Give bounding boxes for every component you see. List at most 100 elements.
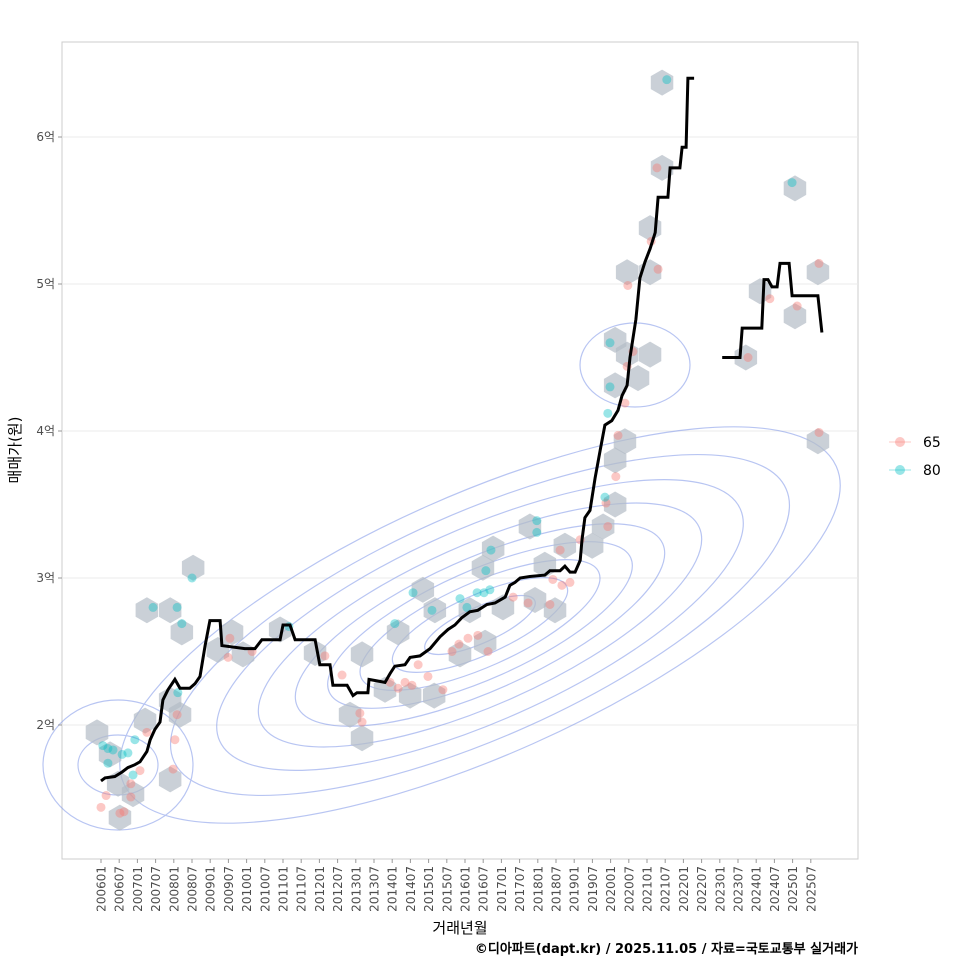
legend-key-65 [895, 437, 905, 447]
density-contour [294, 523, 666, 727]
point-80 [605, 338, 615, 348]
x-tick-label: 200707 [149, 866, 163, 912]
hexbin [268, 616, 292, 643]
legend-label-80: 80 [923, 463, 941, 479]
x-tick-label: 202207 [695, 866, 709, 912]
point-65 [565, 577, 575, 587]
x-tick-label: 200801 [167, 866, 181, 912]
point-65 [548, 574, 558, 584]
point-65 [611, 472, 621, 482]
y-axis-title: 매매가(원) [6, 417, 24, 484]
density-contour [42, 699, 194, 831]
hexbin [108, 804, 132, 831]
x-tick-label: 200907 [222, 866, 236, 912]
trend-line-layer [100, 76, 824, 783]
y-tick-label: 4억 [36, 424, 55, 438]
density-contour [359, 559, 601, 691]
hexbin [158, 766, 182, 793]
hexbin [783, 175, 807, 202]
point-65 [620, 398, 630, 408]
hexbin [481, 535, 505, 562]
x-tick-label: 201907 [586, 866, 600, 912]
x-tick-label: 202001 [604, 866, 618, 912]
hexbin [168, 701, 192, 728]
hexbin [220, 619, 244, 646]
hexbin [613, 428, 637, 455]
hexbin [603, 491, 627, 518]
y-tick-label: 6억 [36, 130, 55, 144]
point-80 [481, 566, 491, 576]
hexbin [373, 676, 397, 703]
hexbin [580, 532, 604, 559]
point-65 [653, 264, 663, 274]
y-tick-label: 3억 [36, 571, 55, 585]
point-65 [223, 652, 233, 662]
point-65 [115, 808, 125, 818]
point-65 [119, 807, 129, 817]
point-80 [123, 748, 133, 758]
hexbin [473, 629, 497, 656]
point-65 [613, 430, 623, 440]
hexbin [603, 447, 627, 474]
median-price-line [722, 261, 824, 359]
point-80 [472, 588, 482, 598]
hexbin [85, 719, 109, 746]
x-tick-label: 202301 [713, 866, 727, 912]
hexbin [158, 597, 182, 624]
x-tick-label: 200601 [95, 866, 109, 912]
hexbin [350, 725, 374, 752]
point-80 [486, 545, 496, 555]
point-65 [743, 353, 753, 362]
hexbin [338, 701, 362, 728]
x-tick-label: 201601 [459, 866, 473, 912]
x-tick-label: 201407 [404, 866, 418, 912]
x-tick-label: 201207 [331, 866, 345, 912]
hexbin [638, 341, 662, 368]
point-65 [126, 779, 136, 789]
point-80 [479, 588, 489, 598]
x-tick-label: 202007 [622, 866, 636, 912]
point-65 [814, 258, 824, 268]
x-tick-label: 202101 [641, 866, 655, 912]
hexbin [422, 682, 446, 709]
hexbin [206, 637, 230, 663]
x-axis: 200601 200607 200701 200707 200801 200807 2009… [95, 859, 818, 912]
point-65 [555, 545, 565, 555]
x-tick-label: 201507 [440, 866, 454, 912]
point-65 [393, 683, 403, 693]
hexbin [518, 513, 542, 540]
x-tick-label: 202501 [786, 866, 800, 912]
point-80 [103, 758, 113, 768]
x-tick-label: 201501 [422, 866, 436, 912]
point-65 [168, 764, 178, 774]
hexbin [650, 154, 674, 181]
hexbin [133, 707, 157, 734]
point-80 [787, 178, 797, 188]
hexbin [603, 372, 627, 399]
point-80 [532, 516, 542, 526]
x-tick-label: 201607 [477, 866, 491, 912]
point-80 [128, 770, 138, 780]
point-80 [462, 602, 472, 612]
point-65 [101, 791, 111, 801]
point-80 [187, 573, 197, 583]
x-tick-label: 202307 [732, 866, 746, 912]
x-tick-label: 202107 [659, 866, 673, 912]
x-tick-label: 200901 [204, 866, 218, 912]
point-80 [532, 527, 542, 537]
point-80 [117, 749, 127, 759]
x-tick-label: 202201 [677, 866, 691, 912]
hexbin-layer [85, 69, 830, 831]
density-contour [391, 577, 569, 673]
legend: 65 80 [889, 435, 941, 479]
point-65 [454, 639, 464, 649]
x-tick-label: 200701 [131, 866, 145, 912]
point-65 [96, 802, 106, 812]
hexbin [303, 640, 327, 666]
point-65 [423, 671, 433, 681]
x-tick-label: 201807 [550, 866, 564, 912]
plot-panel [61, 41, 859, 860]
hexbin [471, 554, 495, 581]
legend-key-80 [895, 465, 905, 475]
